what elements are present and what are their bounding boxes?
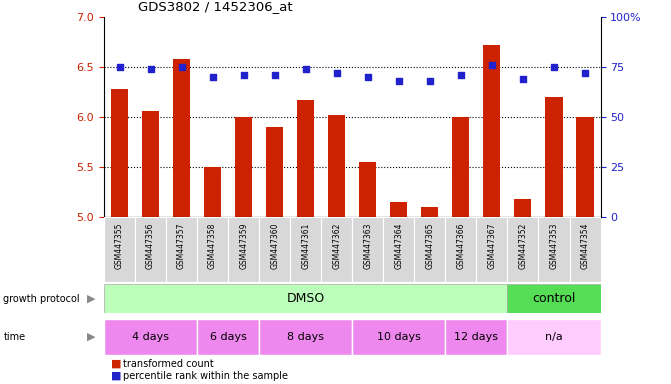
Point — [301, 66, 311, 72]
Bar — [359, 162, 376, 217]
Text: 4 days: 4 days — [132, 332, 169, 342]
Bar — [197, 217, 228, 282]
Bar — [173, 59, 190, 217]
Text: GSM447367: GSM447367 — [487, 222, 497, 269]
Text: GSM447360: GSM447360 — [270, 222, 279, 269]
Point — [176, 64, 187, 70]
Text: GSM447359: GSM447359 — [239, 222, 248, 269]
Point — [238, 72, 249, 78]
Bar — [235, 117, 252, 217]
Text: GSM447357: GSM447357 — [177, 222, 186, 269]
Bar — [446, 217, 476, 282]
Bar — [476, 217, 507, 282]
Text: GSM447366: GSM447366 — [456, 222, 466, 269]
Text: GSM447352: GSM447352 — [519, 222, 527, 268]
Bar — [328, 115, 346, 217]
Text: DMSO: DMSO — [287, 292, 325, 305]
Text: GSM447356: GSM447356 — [146, 222, 155, 269]
Bar — [290, 217, 321, 282]
Point — [269, 72, 280, 78]
Bar — [391, 202, 407, 217]
Text: GSM447355: GSM447355 — [115, 222, 124, 269]
Bar — [228, 217, 259, 282]
Bar — [111, 89, 128, 217]
Point — [207, 74, 218, 80]
Bar — [104, 284, 507, 313]
Point — [486, 62, 497, 68]
Bar — [297, 100, 314, 217]
Text: 12 days: 12 days — [454, 332, 499, 342]
Point — [549, 64, 560, 70]
Text: n/a: n/a — [545, 332, 563, 342]
Bar — [352, 319, 446, 355]
Text: GSM447362: GSM447362 — [332, 222, 342, 268]
Bar — [515, 199, 531, 217]
Bar — [104, 319, 197, 355]
Bar — [414, 217, 446, 282]
Point — [425, 78, 435, 84]
Text: GSM447361: GSM447361 — [301, 222, 310, 268]
Text: 8 days: 8 days — [287, 332, 324, 342]
Text: ▶: ▶ — [87, 332, 96, 342]
Bar — [421, 207, 438, 217]
Text: GSM447363: GSM447363 — [363, 222, 372, 269]
Point — [456, 72, 466, 78]
Text: GDS3802 / 1452306_at: GDS3802 / 1452306_at — [138, 0, 292, 13]
Point — [114, 64, 125, 70]
Bar — [570, 217, 601, 282]
Bar — [104, 217, 135, 282]
Bar — [546, 97, 562, 217]
Bar — [166, 217, 197, 282]
Bar — [507, 217, 538, 282]
Bar — [135, 217, 166, 282]
Bar — [259, 217, 290, 282]
Point — [517, 76, 528, 82]
Bar — [383, 217, 415, 282]
Bar — [259, 319, 352, 355]
Text: ▶: ▶ — [87, 293, 96, 304]
Bar — [452, 117, 470, 217]
Text: percentile rank within the sample: percentile rank within the sample — [123, 371, 288, 381]
Text: GSM447365: GSM447365 — [425, 222, 434, 269]
Point — [393, 78, 404, 84]
Text: ■: ■ — [111, 371, 121, 381]
Bar — [321, 217, 352, 282]
Text: GSM447364: GSM447364 — [395, 222, 403, 269]
Text: 10 days: 10 days — [377, 332, 421, 342]
Text: ■: ■ — [111, 359, 121, 369]
Text: time: time — [3, 332, 25, 342]
Bar — [446, 319, 507, 355]
Text: 6 days: 6 days — [210, 332, 246, 342]
Bar — [266, 127, 283, 217]
Bar — [197, 319, 259, 355]
Point — [580, 70, 590, 76]
Text: GSM447354: GSM447354 — [580, 222, 590, 269]
Text: GSM447353: GSM447353 — [550, 222, 558, 269]
Text: GSM447358: GSM447358 — [208, 222, 217, 268]
Bar — [352, 217, 383, 282]
Point — [362, 74, 373, 80]
Point — [145, 66, 156, 72]
Bar — [507, 319, 601, 355]
Bar — [204, 167, 221, 217]
Bar — [507, 284, 601, 313]
Bar — [142, 111, 159, 217]
Bar — [483, 45, 501, 217]
Text: control: control — [532, 292, 576, 305]
Text: growth protocol: growth protocol — [3, 293, 80, 304]
Text: transformed count: transformed count — [123, 359, 213, 369]
Bar — [538, 217, 570, 282]
Bar — [576, 117, 594, 217]
Point — [331, 70, 342, 76]
